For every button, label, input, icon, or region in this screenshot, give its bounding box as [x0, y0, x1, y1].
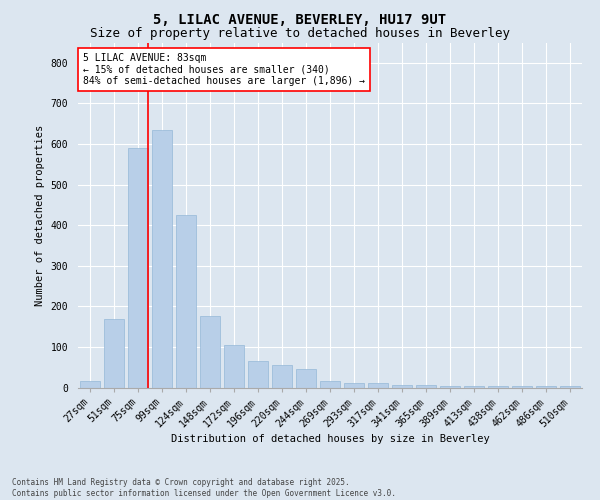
Bar — [512, 386, 532, 388]
Bar — [368, 384, 388, 388]
Bar — [128, 148, 148, 388]
Bar — [560, 386, 580, 388]
Bar — [440, 386, 460, 388]
Text: Contains HM Land Registry data © Crown copyright and database right 2025.
Contai: Contains HM Land Registry data © Crown c… — [12, 478, 396, 498]
Bar — [320, 382, 340, 388]
Bar — [224, 345, 244, 388]
Bar — [200, 316, 220, 388]
Text: Size of property relative to detached houses in Beverley: Size of property relative to detached ho… — [90, 28, 510, 40]
Bar — [536, 386, 556, 388]
Bar — [392, 386, 412, 388]
Bar — [464, 386, 484, 388]
Text: 5 LILAC AVENUE: 83sqm
← 15% of detached houses are smaller (340)
84% of semi-det: 5 LILAC AVENUE: 83sqm ← 15% of detached … — [83, 53, 365, 86]
Bar — [176, 215, 196, 388]
Bar — [272, 365, 292, 388]
Bar — [152, 130, 172, 388]
Y-axis label: Number of detached properties: Number of detached properties — [35, 124, 45, 306]
Bar — [488, 386, 508, 388]
Bar — [80, 382, 100, 388]
Bar — [344, 384, 364, 388]
X-axis label: Distribution of detached houses by size in Beverley: Distribution of detached houses by size … — [170, 434, 490, 444]
Bar — [416, 386, 436, 388]
Text: 5, LILAC AVENUE, BEVERLEY, HU17 9UT: 5, LILAC AVENUE, BEVERLEY, HU17 9UT — [154, 12, 446, 26]
Bar — [104, 318, 124, 388]
Bar — [248, 361, 268, 388]
Bar — [296, 369, 316, 388]
